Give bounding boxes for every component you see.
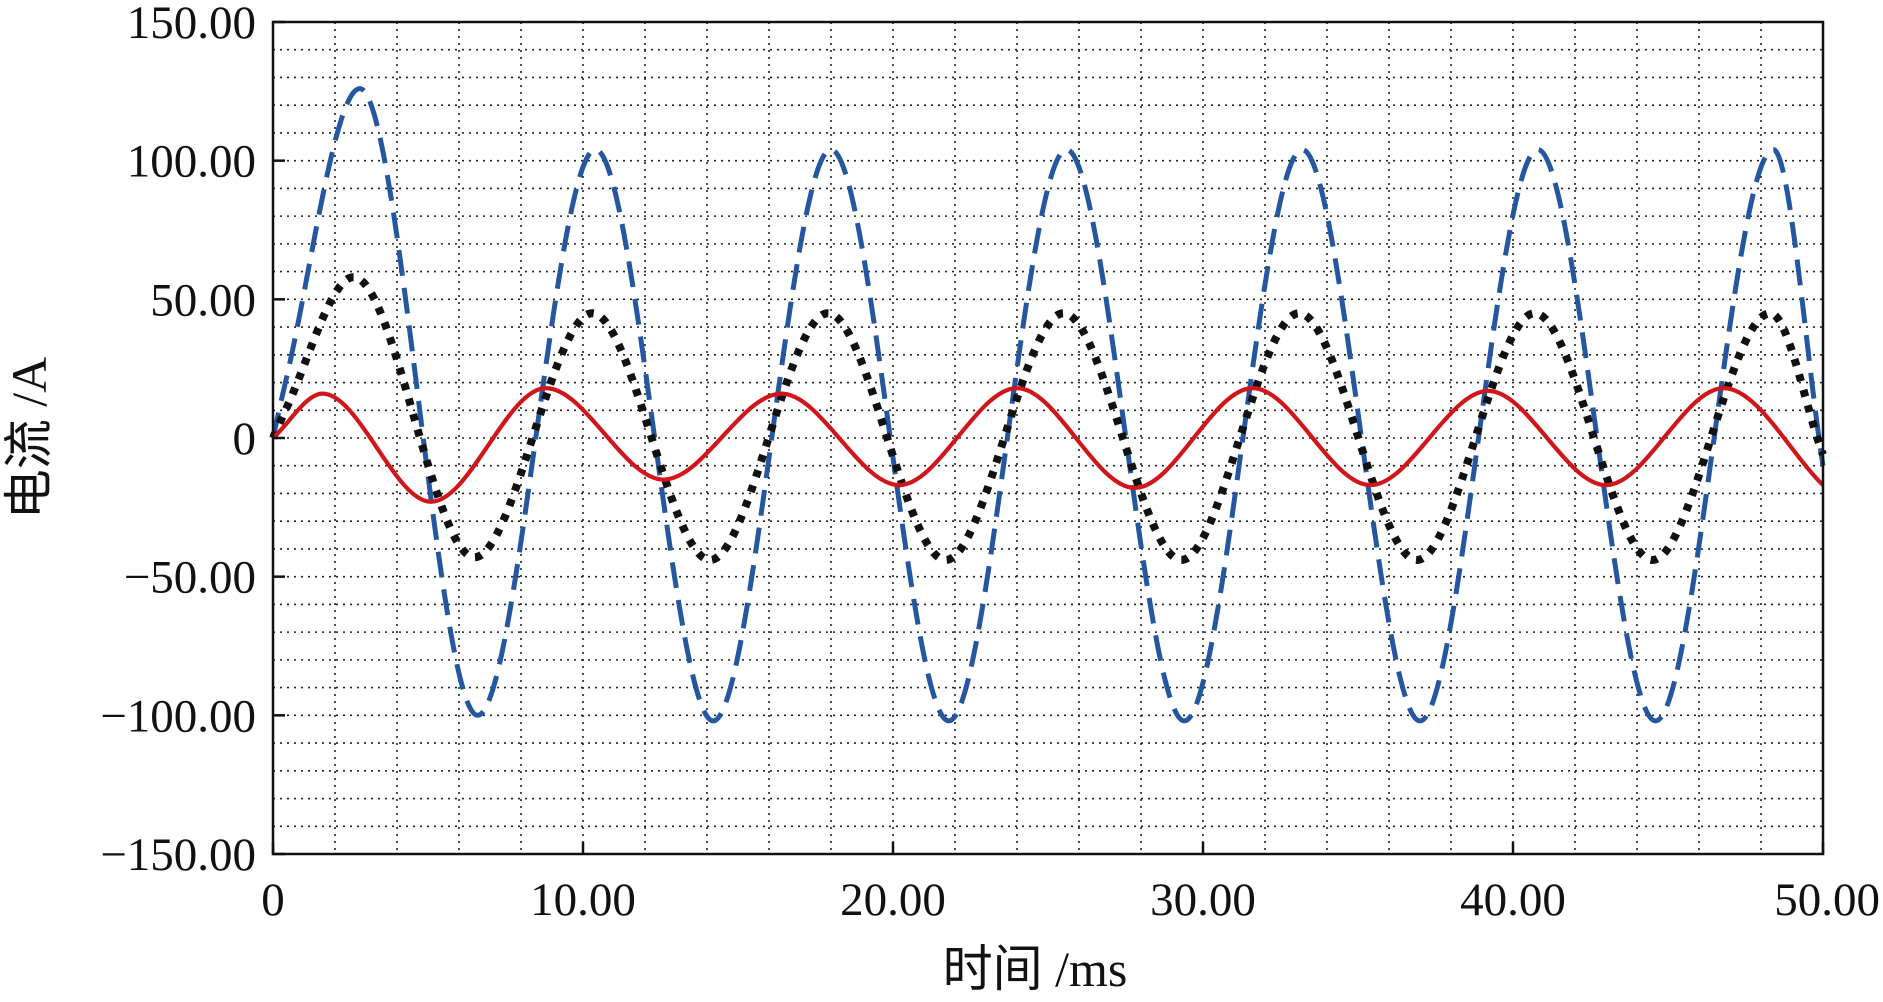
series-line-2-dotted: [269, 273, 1827, 564]
series-line-3-solid: [271, 386, 1825, 504]
x-tick-label: 50.00: [1774, 874, 1880, 926]
labels-layer: 0 10.00 20.00 30.00 40.00 50.00 −150.00 −100.00…: [100, 0, 1880, 926]
y-tick-label: −100.00: [100, 690, 256, 742]
x-tick-label: 10.00: [530, 874, 636, 926]
y-tick-label: −150.00: [100, 829, 256, 881]
x-tick-label: 20.00: [840, 874, 946, 926]
y-tick-label: 150.00: [127, 0, 256, 49]
x-tick-label: 40.00: [1460, 874, 1566, 926]
y-tick-label: 0: [233, 413, 257, 465]
series-line-1-dashed: [270, 86, 1826, 724]
y-tick-label: 100.00: [127, 136, 256, 188]
y-tick-label: 50.00: [150, 274, 256, 326]
x-tick-label: 0: [261, 874, 285, 926]
y-tick-label: −50.00: [124, 552, 256, 604]
series-layer: [269, 86, 1827, 724]
x-tick-label: 30.00: [1150, 874, 1256, 926]
ticks-layer: [271, 20, 1825, 856]
y-axis-title: 电流 /A: [1, 357, 57, 520]
x-axis-title: 时间 /ms: [943, 941, 1128, 997]
